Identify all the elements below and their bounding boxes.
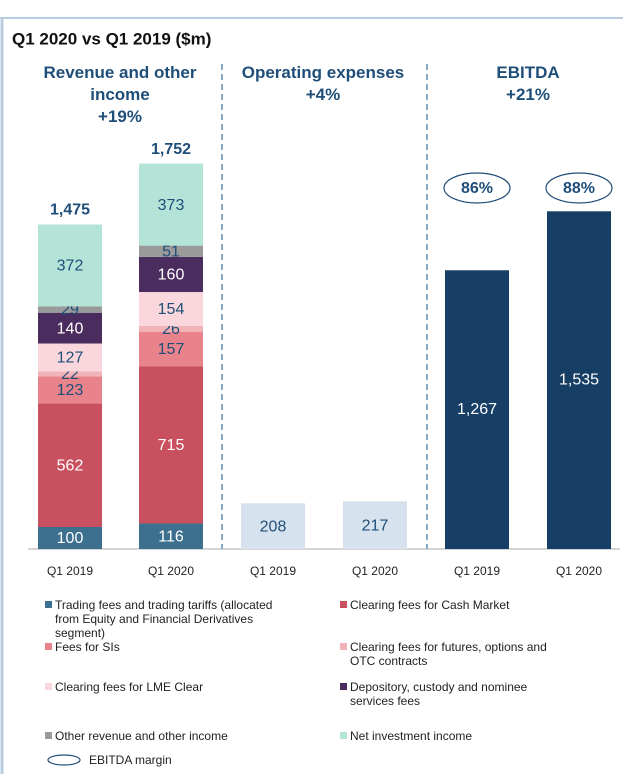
bar-segment <box>139 163 203 246</box>
bar-segment <box>38 306 102 313</box>
legend-text: Trading fees and trading tariffs (alloca… <box>55 598 273 640</box>
panel-title-text: Revenue and other income <box>43 63 197 104</box>
panel-title-text: EBITDA <box>496 63 560 82</box>
value-label: 715 <box>158 437 185 454</box>
x-tick-label: Q1 2019 <box>250 564 296 578</box>
legend-entry: Clearing fees for futures, options and O… <box>340 640 565 668</box>
total-label: 1,752 <box>151 141 191 158</box>
bar <box>343 501 407 549</box>
legend-text: Net investment income <box>350 729 473 743</box>
legend-swatch <box>45 643 52 650</box>
legend-swatch <box>45 683 52 690</box>
x-tick-label: Q1 2020 <box>556 564 602 578</box>
x-tick-label: Q1 2020 <box>148 564 194 578</box>
legend-entry: Depository, custody and nominee services… <box>340 680 565 708</box>
legend-entry: Net investment income <box>340 729 580 743</box>
panel-title-text: Operating expenses <box>241 63 405 82</box>
value-label: 217 <box>362 517 389 534</box>
value-label: 154 <box>158 301 185 318</box>
value-label: 123 <box>57 382 84 399</box>
x-tick-label: Q1 2019 <box>454 564 500 578</box>
legend-entry: Trading fees and trading tariffs (alloca… <box>45 598 290 640</box>
panel-subtitle: +19% <box>98 107 142 126</box>
bar-segment <box>139 331 203 367</box>
legend-text: Fees for SIs <box>55 640 120 654</box>
value-label: 157 <box>158 341 185 358</box>
legend-text: Clearing fees for Cash Market <box>350 598 510 612</box>
margin-ellipse <box>545 172 613 204</box>
value-label: 140 <box>57 320 84 337</box>
bar-segment <box>139 366 203 524</box>
panel-title: EBITDA +21% <box>433 62 623 106</box>
bar-segment <box>139 325 203 332</box>
panel-subtitle: +21% <box>506 85 550 104</box>
panel-subtitle: +4% <box>305 85 341 104</box>
bar-segment <box>38 343 102 372</box>
x-tick-label: Q1 2020 <box>352 564 398 578</box>
bar-segment <box>38 403 102 527</box>
bar-segment <box>38 312 102 344</box>
value-label: 127 <box>57 350 84 367</box>
value-label: 372 <box>57 258 84 275</box>
value-label: 373 <box>158 197 185 214</box>
value-label: 100 <box>57 530 84 547</box>
legend-entry: Other revenue and other income <box>45 729 290 743</box>
legend-entry: Fees for SIs <box>45 640 290 654</box>
bar-segment <box>139 523 203 549</box>
x-tick-label: Q1 2019 <box>47 564 93 578</box>
bar-segment <box>139 245 203 257</box>
value-label: 208 <box>260 518 287 535</box>
bar-segment <box>139 292 203 326</box>
bar <box>445 270 509 549</box>
legend-ellipse <box>47 754 81 766</box>
legend-text: Clearing fees for futures, options and O… <box>350 640 547 668</box>
bar-segment <box>38 376 102 404</box>
legend-text: Other revenue and other income <box>55 729 228 743</box>
value-label: 116 <box>158 528 184 545</box>
legend-swatch <box>340 683 347 690</box>
bar-segment <box>38 527 102 549</box>
value-label: 1,267 <box>457 401 497 418</box>
legend-text: Clearing fees for LME Clear <box>55 680 204 694</box>
total-label: 1,475 <box>50 202 90 219</box>
bar <box>547 211 611 550</box>
legend-entry: EBITDA margin <box>89 753 172 767</box>
value-label: 51 <box>162 243 180 260</box>
bar-segment <box>38 224 102 307</box>
margin-label: 88% <box>563 180 595 197</box>
panel-title: Operating expenses +4% <box>228 62 418 106</box>
bar-segment <box>139 256 203 293</box>
margin-ellipse <box>443 172 511 204</box>
value-label: 562 <box>57 457 84 474</box>
bar-segment <box>38 371 102 377</box>
value-label: 160 <box>158 267 185 284</box>
legend-swatch <box>340 643 347 650</box>
legend-swatch <box>45 732 52 739</box>
legend-entry: Clearing fees for Cash Market <box>340 598 580 612</box>
legend-swatch <box>45 601 52 608</box>
margin-label: 86% <box>461 180 493 197</box>
value-label: 1,535 <box>559 371 599 388</box>
legend-entry: Clearing fees for LME Clear <box>45 680 290 694</box>
legend-swatch <box>340 601 347 608</box>
page-title: Q1 2020 vs Q1 2019 ($m) <box>12 29 211 48</box>
bar <box>241 503 305 549</box>
legend-text: Depository, custody and nominee services… <box>350 680 528 708</box>
panel-title: Revenue and other income +19% <box>25 62 215 128</box>
legend-swatch <box>340 732 347 739</box>
